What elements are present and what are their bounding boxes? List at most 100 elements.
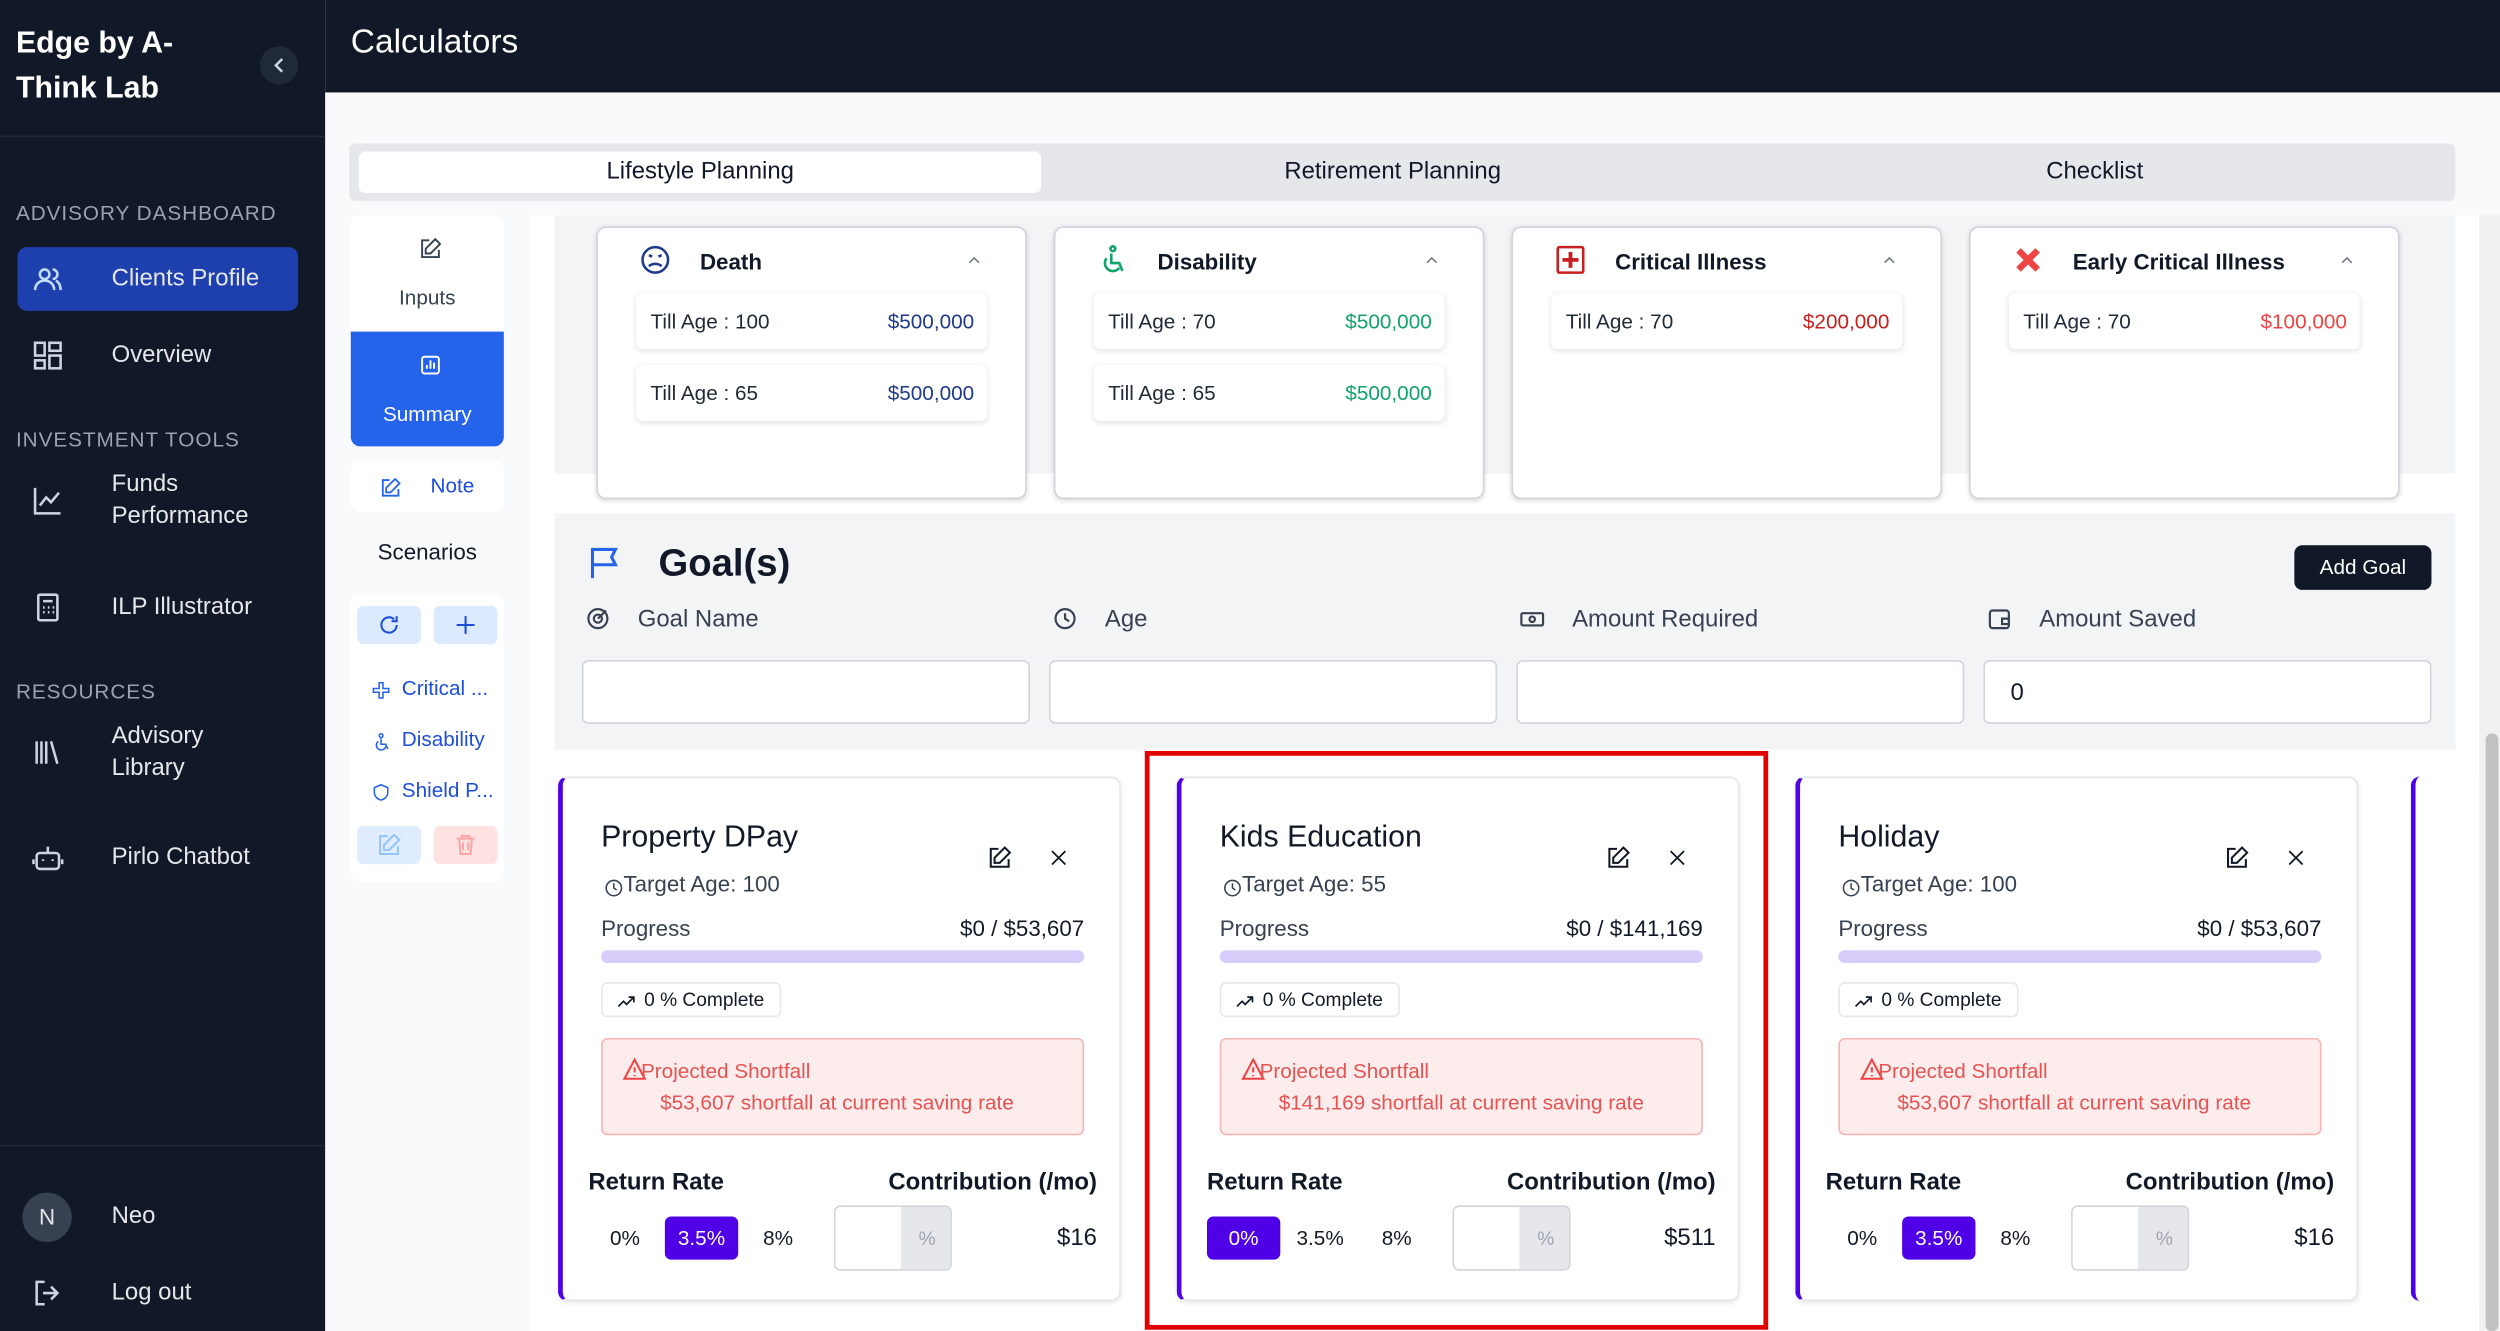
field-value: 0 — [2010, 679, 2024, 707]
menu-label: Inputs — [399, 285, 456, 310]
header: Calculators — [325, 0, 2500, 93]
goal-target: Target Age: 100 — [623, 870, 780, 897]
contribution-value: $16 — [1057, 1224, 1097, 1252]
refresh-button[interactable] — [357, 605, 421, 645]
shortfall-text: $53,607 shortfall at current saving rate — [660, 1090, 1014, 1115]
progress-bar — [601, 950, 1085, 964]
icon — [1520, 612, 1545, 627]
rate-option[interactable]: 0% — [1206, 1216, 1281, 1260]
rate-option[interactable]: 8% — [763, 1226, 794, 1251]
goal-card: Holiday Target Age: 100 Progress $0 / $53,6… — [1795, 776, 2359, 1302]
menu-inputs[interactable]: Inputs — [350, 215, 504, 331]
goal-target: Target Age: 55 — [1242, 870, 1387, 897]
rate-option[interactable]: 8% — [1381, 1226, 1412, 1251]
icon — [380, 616, 398, 634]
collapse-button[interactable] — [259, 46, 299, 85]
progress-bar — [1219, 950, 1703, 964]
icon — [379, 833, 401, 855]
icon — [35, 1280, 60, 1306]
scenario-item[interactable]: Critical ... — [351, 666, 504, 711]
contribution-input[interactable]: % — [1452, 1205, 1571, 1271]
icon — [1241, 1057, 1266, 1080]
field-input[interactable] — [1049, 660, 1498, 724]
contribution-label: Contribution (/mo) — [2125, 1168, 2335, 1196]
icon — [2341, 256, 2353, 264]
progress-label: Progress — [601, 915, 691, 941]
nav-item[interactable]: Funds Performance — [18, 469, 299, 533]
coverage-title: Critical Illness — [1615, 248, 1767, 275]
icon — [274, 58, 284, 73]
edit-button[interactable] — [357, 825, 421, 865]
nav-item[interactable]: ILP Illustrator — [18, 576, 299, 640]
icon — [33, 487, 61, 515]
icon — [1859, 1057, 1884, 1080]
tab[interactable]: Retirement Planning — [1284, 157, 1502, 185]
rate-option[interactable]: 0% — [610, 1226, 640, 1251]
icon — [36, 593, 59, 622]
rate-option[interactable]: 8% — [2000, 1226, 2031, 1251]
field-label: Age — [1104, 605, 1148, 633]
complete-badge: 0 % Complete — [1838, 982, 2020, 1018]
coverage-title: Death — [699, 248, 762, 275]
rate-option[interactable]: 3.5% — [1296, 1226, 1344, 1251]
field-label: Amount Saved — [2039, 605, 2197, 633]
coverage-card: Early Critical Illness Till Age : 70 $100,… — [1969, 226, 2400, 500]
delete-button[interactable] — [433, 825, 498, 865]
tab-bar: Lifestyle Planning Retirement Planning Che… — [349, 143, 2456, 201]
divider — [0, 135, 326, 138]
tab[interactable]: Checklist — [2046, 157, 2144, 185]
nav-item[interactable]: Overview — [18, 324, 299, 388]
unit: % — [900, 1206, 951, 1270]
icon — [989, 846, 1012, 868]
coverage-row: Till Age : 70 $500,000 — [1093, 293, 1445, 350]
contribution-value: $16 — [2294, 1224, 2335, 1252]
menu-note[interactable]: Note — [350, 460, 504, 512]
field-input[interactable] — [581, 660, 1030, 724]
nav-label: Clients Profile — [111, 264, 260, 292]
coverage-age: Till Age : 65 — [650, 381, 759, 405]
contribution-input[interactable]: % — [833, 1205, 952, 1271]
progress-value: $0 / $53,607 — [2197, 915, 2322, 941]
add-button[interactable] — [433, 605, 498, 645]
coverage-amount: $200,000 — [1802, 309, 1890, 334]
shortfall-title: Projected Shortfall — [1259, 1058, 1429, 1083]
scenario-item[interactable]: Disability — [351, 717, 504, 762]
goal-target: Target Age: 100 — [1860, 870, 2018, 897]
field-input[interactable]: 0 — [1983, 660, 2432, 724]
goal-card: Property DPay Target Age: 100 Progress $0 /… — [558, 776, 1121, 1302]
coverage-card: Critical Illness Till Age : 70 $200,000 — [1511, 226, 1942, 500]
scenario-label: Disability — [401, 727, 485, 751]
coverage-age: Till Age : 70 — [2023, 309, 2131, 334]
scenario-label: Shield P... — [401, 778, 494, 802]
contribution-input[interactable]: % — [2071, 1205, 2190, 1271]
progress-label: Progress — [1838, 915, 1928, 941]
icon — [622, 1057, 647, 1080]
scenarios-title: Scenarios — [377, 538, 477, 565]
icon — [2016, 248, 2040, 272]
rate-option[interactable]: 3.5% — [664, 1216, 739, 1260]
divider — [0, 1144, 326, 1147]
complete-badge: 0 % Complete — [1219, 982, 1401, 1018]
rate-option[interactable]: 3.5% — [1902, 1216, 1976, 1260]
nav-item[interactable]: Pirlo Chatbot — [18, 826, 299, 890]
goal-name: Property DPay — [601, 821, 799, 855]
field-input[interactable] — [1516, 660, 1965, 724]
icon — [373, 783, 389, 801]
icon — [2288, 850, 2304, 866]
coverage-age: Till Age : 100 — [650, 309, 770, 334]
nav-item[interactable]: Advisory Library — [18, 721, 299, 785]
logout[interactable]: Log out — [18, 1272, 299, 1317]
complete-text: 0 % Complete — [1262, 988, 1383, 1011]
rate-option[interactable]: 0% — [1847, 1226, 1878, 1251]
nav-item[interactable]: Clients Profile — [17, 247, 299, 311]
coverage-amount: $500,000 — [1345, 309, 1432, 334]
scenario-item[interactable]: Shield P... — [351, 769, 504, 814]
menu-summary[interactable]: Summary — [350, 331, 504, 447]
icon — [617, 996, 635, 1008]
tab[interactable]: Lifestyle Planning — [358, 151, 1042, 193]
coverage-title: Early Critical Illness — [2072, 248, 2285, 275]
add-goal-button[interactable]: Add Goal — [2294, 545, 2432, 590]
field-label: Amount Required — [1572, 605, 1759, 633]
section-title: ADVISORY DASHBOARD — [15, 200, 277, 225]
